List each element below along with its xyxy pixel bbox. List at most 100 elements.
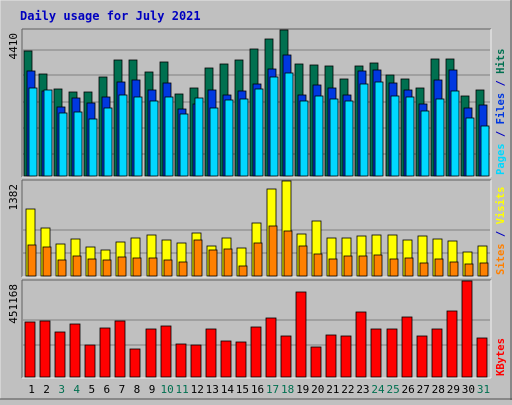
bar-sites-day-5 [87,258,97,277]
bar-sites-day-7 [117,256,127,277]
bar-sites-day-31 [479,262,489,277]
bar-sites-day-6 [102,259,112,277]
day-label: 3 [58,383,65,396]
legend-item: Hits [495,49,507,74]
chart-title: Daily usage for July 2021 [20,9,201,23]
day-label: 9 [149,383,156,396]
bar-pages-day-10 [164,96,174,177]
bar-sites-day-25 [389,258,399,277]
bar-pages-day-3 [58,112,68,177]
legend-item: / [495,74,507,93]
bar-kbytes-day-29 [446,310,458,378]
day-label: 21 [326,383,339,396]
bar-sites-day-4 [72,255,82,277]
bar-sites-day-24 [373,254,383,277]
chart-panels: 4410 Pages / Files / Hits 1382 Sites / Visi… [7,28,507,379]
bar-pages-day-9 [149,100,159,177]
max-value-label: 4410 [7,33,20,60]
day-label: 19 [296,383,309,396]
bar-sites-day-21 [328,258,338,277]
bar-pages-day-27 [420,110,430,177]
day-label: 16 [251,383,264,396]
bar-pages-day-22 [344,100,354,177]
panel-1: 4410 Pages / Files / Hits [7,28,507,178]
x-axis-day-labels: 1 2 3 4 5 6 7 8 9 10 11 12 13 14 15 16 17 18 19 20 21 22 23 24 2… [28,383,490,396]
bar-sites-day-28 [434,258,444,277]
bar-kbytes-day-5 [84,344,96,378]
day-label: 22 [341,383,354,396]
bar-kbytes-day-2 [39,320,51,378]
legend-item: Pages [495,143,507,175]
bar-sites-day-15 [238,265,248,277]
bar-kbytes-day-15 [235,341,247,378]
bar-pages-day-28 [435,98,445,177]
day-label: 11 [176,383,189,396]
bar-pages-day-17 [269,76,279,177]
bar-sites-day-10 [163,259,173,277]
bar-kbytes-day-25 [386,328,398,378]
bar-sites-day-26 [404,257,414,277]
bar-kbytes-day-11 [175,343,187,378]
bar-sites-day-16 [253,242,263,277]
day-label: 31 [477,383,490,396]
day-label: 18 [281,383,294,396]
bar-pages-day-13 [209,107,219,177]
bar-kbytes-day-21 [325,334,337,378]
bar-kbytes-day-20 [310,346,322,378]
bar-kbytes-day-30 [461,280,473,378]
legend-item: Sites [495,243,507,275]
bar-kbytes-day-10 [160,325,172,378]
bar-kbytes-day-28 [431,328,443,378]
legend-item: / [495,124,507,143]
bar-sites-day-22 [343,255,353,277]
day-label: 23 [356,383,369,396]
bar-pages-day-7 [118,94,128,177]
bar-kbytes-day-13 [205,328,217,378]
bar-sites-day-29 [449,261,459,277]
bar-kbytes-day-7 [114,320,126,378]
bar-pages-day-19 [299,100,309,177]
bar-sites-day-1 [27,244,37,277]
bar-kbytes-day-12 [190,344,202,378]
day-label: 7 [119,383,126,396]
bar-sites-day-27 [419,262,429,277]
bar-sites-day-23 [358,255,368,277]
bar-sites-day-8 [132,257,142,277]
bar-pages-day-4 [73,111,83,177]
bar-pages-day-16 [254,88,264,177]
day-label: 12 [191,383,204,396]
legend: Pages / Files / Hits [495,49,507,175]
day-label: 28 [432,383,445,396]
bar-kbytes-day-27 [416,335,428,378]
day-label: 29 [447,383,460,396]
day-label: 1 [28,383,35,396]
day-label: 24 [371,383,385,396]
bar-kbytes-day-22 [340,335,352,378]
day-label: 13 [206,383,219,396]
panel-3: 451168 KBytes [7,279,507,379]
bar-kbytes-day-19 [295,291,307,378]
day-label: 30 [462,383,475,396]
bar-pages-day-6 [103,107,113,177]
bar-pages-day-21 [329,98,339,177]
bar-sites-day-19 [298,245,308,277]
bar-kbytes-day-3 [54,331,66,378]
bar-pages-day-2 [43,89,53,177]
bar-pages-day-23 [359,83,369,177]
day-label: 27 [417,383,430,396]
panel-2: 1382 Sites / Visits [7,179,507,278]
bar-sites-day-14 [223,248,233,277]
bar-pages-day-1 [28,87,38,177]
bar-sites-day-12 [193,239,203,277]
bar-sites-day-17 [268,225,278,277]
bar-pages-day-26 [405,96,415,177]
legend: Sites / Visits [495,186,507,275]
day-label: 10 [160,383,173,396]
bar-pages-day-18 [284,72,294,177]
day-label: 26 [402,383,415,396]
bar-sites-day-18 [283,230,293,277]
bar-kbytes-day-9 [145,328,157,378]
legend: KBytes [495,338,507,376]
